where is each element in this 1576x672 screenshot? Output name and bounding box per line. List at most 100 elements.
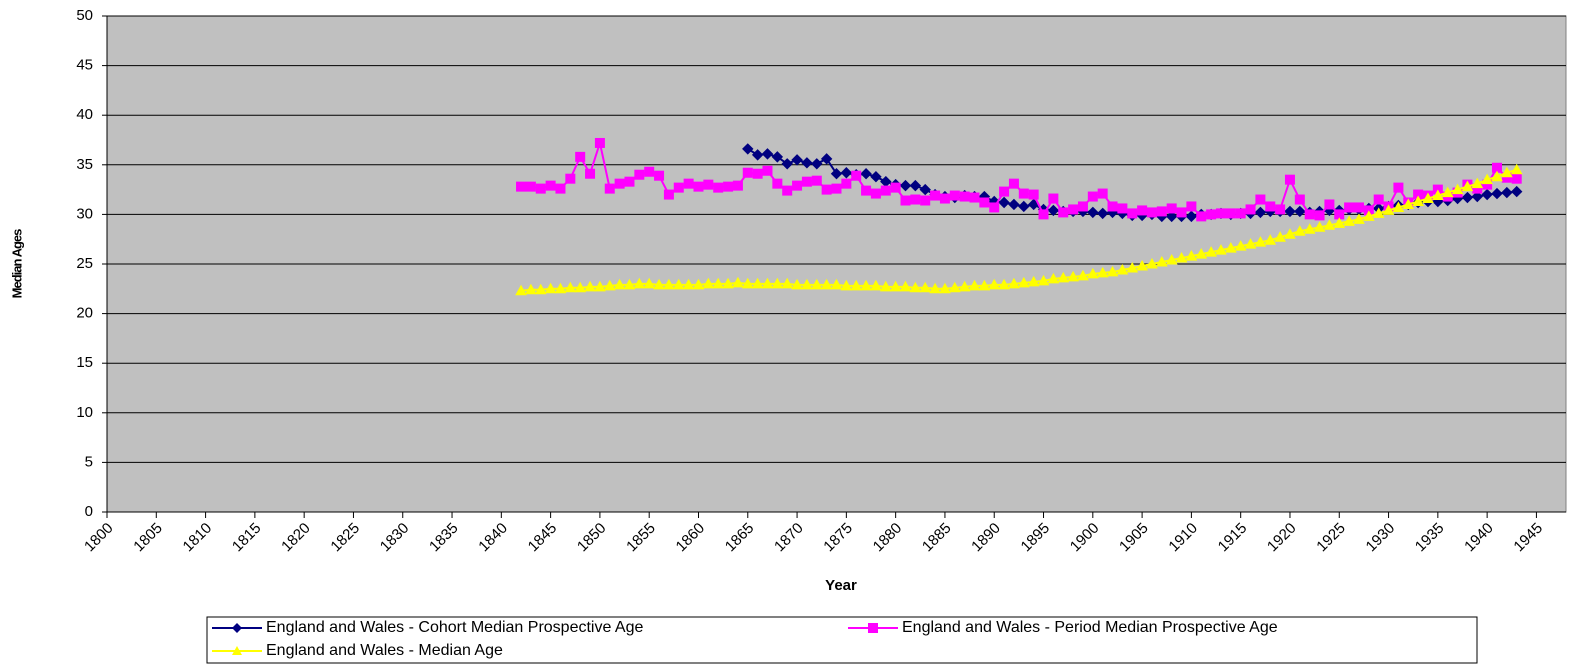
data-point bbox=[1068, 204, 1079, 215]
data-point bbox=[1382, 204, 1395, 215]
x-tick-label: 1810 bbox=[180, 520, 216, 556]
data-point bbox=[1324, 199, 1335, 210]
data-point bbox=[1206, 209, 1217, 220]
legend-label: England and Wales - Median Age bbox=[266, 642, 503, 659]
data-point bbox=[663, 278, 675, 290]
data-point bbox=[1461, 191, 1474, 204]
x-tick-label: 1900 bbox=[1067, 520, 1103, 556]
data-point bbox=[791, 154, 803, 166]
data-point bbox=[969, 192, 980, 203]
data-point bbox=[594, 137, 605, 148]
data-point bbox=[624, 176, 635, 187]
x-tick-label: 1920 bbox=[1264, 520, 1300, 556]
data-point bbox=[900, 195, 911, 206]
data-point bbox=[741, 277, 754, 289]
data-point bbox=[899, 280, 912, 292]
data-point bbox=[1028, 189, 1039, 200]
data-point bbox=[555, 183, 566, 194]
data-point bbox=[1186, 201, 1197, 212]
data-point bbox=[1215, 208, 1226, 219]
x-tick-label: 1840 bbox=[475, 520, 511, 556]
data-point bbox=[1185, 210, 1198, 223]
data-point bbox=[1086, 267, 1099, 279]
data-point bbox=[840, 279, 853, 291]
data-point bbox=[554, 282, 567, 294]
x-tick-label: 1870 bbox=[771, 520, 807, 556]
data-point bbox=[1393, 182, 1404, 193]
x-tick-label: 1940 bbox=[1461, 520, 1497, 556]
y-tick-label: 30 bbox=[76, 205, 93, 222]
data-point bbox=[654, 170, 665, 181]
data-point bbox=[575, 151, 586, 162]
data-point bbox=[1127, 208, 1138, 219]
data-point bbox=[1146, 207, 1157, 218]
data-point bbox=[830, 168, 843, 180]
data-point bbox=[713, 182, 724, 193]
data-point bbox=[742, 143, 754, 155]
data-point bbox=[1146, 257, 1158, 269]
data-point bbox=[930, 190, 941, 201]
data-point bbox=[989, 202, 1000, 213]
data-point bbox=[830, 278, 843, 290]
data-point bbox=[1077, 201, 1088, 212]
data-point bbox=[1224, 242, 1237, 253]
data-point bbox=[840, 167, 853, 179]
x-tick-label: 1885 bbox=[919, 520, 955, 556]
data-point bbox=[1491, 187, 1503, 200]
data-point bbox=[1501, 186, 1513, 199]
y-tick-label: 35 bbox=[76, 156, 93, 173]
data-point bbox=[860, 279, 872, 291]
data-point bbox=[1155, 255, 1168, 267]
data-point bbox=[948, 281, 961, 293]
data-point bbox=[673, 182, 684, 193]
data-point bbox=[890, 182, 901, 193]
data-point bbox=[1166, 203, 1177, 214]
data-point bbox=[801, 176, 812, 187]
data-point bbox=[1087, 206, 1099, 219]
data-point bbox=[1422, 192, 1434, 204]
data-point bbox=[889, 280, 902, 292]
data-point bbox=[1373, 194, 1384, 205]
data-point bbox=[1392, 201, 1405, 212]
data-point bbox=[672, 278, 685, 290]
data-point bbox=[801, 157, 813, 169]
data-point bbox=[1313, 221, 1326, 232]
data-point bbox=[841, 178, 852, 189]
x-tick-label: 1875 bbox=[820, 520, 856, 556]
data-point bbox=[958, 280, 971, 292]
data-point bbox=[1412, 195, 1424, 207]
x-tick-label: 1805 bbox=[130, 520, 166, 556]
data-point bbox=[653, 278, 665, 290]
data-point bbox=[831, 183, 842, 194]
x-tick-label: 1820 bbox=[278, 520, 314, 556]
data-point bbox=[851, 170, 862, 181]
data-point bbox=[751, 149, 764, 161]
data-point bbox=[683, 178, 694, 189]
data-point bbox=[1344, 202, 1355, 213]
x-tick-label: 1895 bbox=[1018, 520, 1054, 556]
data-point bbox=[742, 167, 753, 178]
data-point bbox=[920, 195, 931, 206]
x-tick-label: 1825 bbox=[327, 520, 363, 556]
data-point bbox=[811, 175, 822, 186]
data-point bbox=[761, 148, 774, 160]
x-tick-label: 1855 bbox=[623, 520, 659, 556]
y-tick-label: 15 bbox=[76, 354, 93, 371]
data-point bbox=[751, 277, 764, 289]
data-point bbox=[870, 279, 882, 291]
data-point bbox=[821, 184, 832, 195]
data-point bbox=[1165, 254, 1178, 265]
data-point bbox=[820, 278, 833, 290]
data-point bbox=[1008, 198, 1020, 211]
data-point bbox=[1196, 211, 1207, 222]
data-point bbox=[782, 185, 793, 196]
data-point bbox=[1264, 234, 1277, 245]
data-point bbox=[1402, 198, 1415, 209]
legend-marker bbox=[232, 646, 242, 655]
y-tick-label: 40 bbox=[76, 106, 93, 123]
data-point bbox=[1353, 213, 1365, 224]
data-point bbox=[1510, 163, 1523, 175]
data-point bbox=[879, 280, 892, 292]
